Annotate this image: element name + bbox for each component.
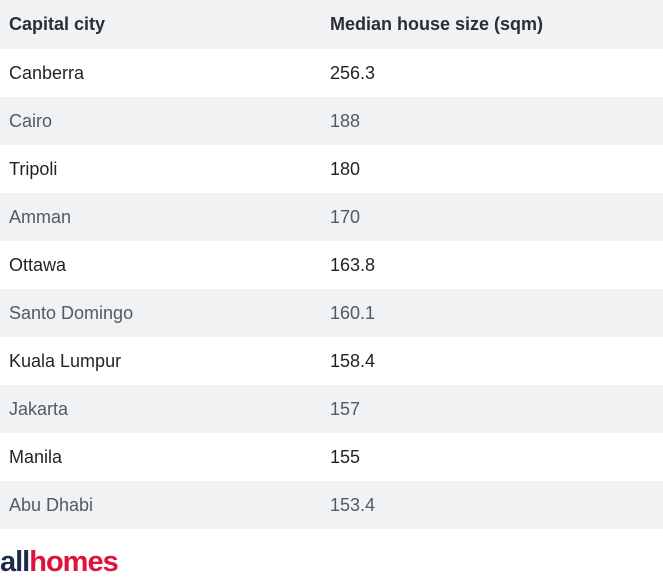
city-cell: Jakarta [9,398,69,419]
city-cell: Cairo [9,110,53,131]
size-cell: 157 [330,398,361,419]
size-cell: 256.3 [330,62,376,83]
city-cell: Canberra [9,62,85,83]
table-row: Abu Dhabi 153.4 [0,481,663,529]
city-cell: Manila [9,446,63,467]
column-header-median-house-size: Median house size (sqm) [330,14,544,34]
size-cell: 160.1 [330,302,376,323]
size-cell: 158.4 [330,350,376,371]
city-cell: Amman [9,206,72,227]
size-cell: 188 [330,110,361,131]
table-row: Santo Domingo 160.1 [0,289,663,337]
city-cell: Kuala Lumpur [9,350,122,371]
size-cell: 180 [330,158,361,179]
city-cell: Ottawa [9,254,67,275]
table-header-row: Capital city Median house size (sqm) [0,0,663,49]
table-row: Canberra 256.3 [0,49,663,97]
size-cell: 153.4 [330,494,376,515]
table-row: Manila 155 [0,433,663,481]
city-cell: Santo Domingo [9,302,134,323]
table-row: Jakarta 157 [0,385,663,433]
table-row: Kuala Lumpur 158.4 [0,337,663,385]
table-row: Tripoli 180 [0,145,663,193]
data-table: Capital city Median house size (sqm) Can… [0,0,663,529]
table-row: Amman 170 [0,193,663,241]
city-cell: Abu Dhabi [9,494,94,515]
table-row: Cairo 188 [0,97,663,145]
allhomes-logo: allhomes [0,544,119,580]
table-row: Ottawa 163.8 [0,241,663,289]
logo-text-homes: homes [29,546,118,578]
column-header-capital-city: Capital city [9,14,106,34]
logo-text-all: all [0,546,30,578]
size-cell: 163.8 [330,254,376,275]
size-cell: 170 [330,206,361,227]
city-cell: Tripoli [9,158,58,179]
size-cell: 155 [330,446,361,467]
